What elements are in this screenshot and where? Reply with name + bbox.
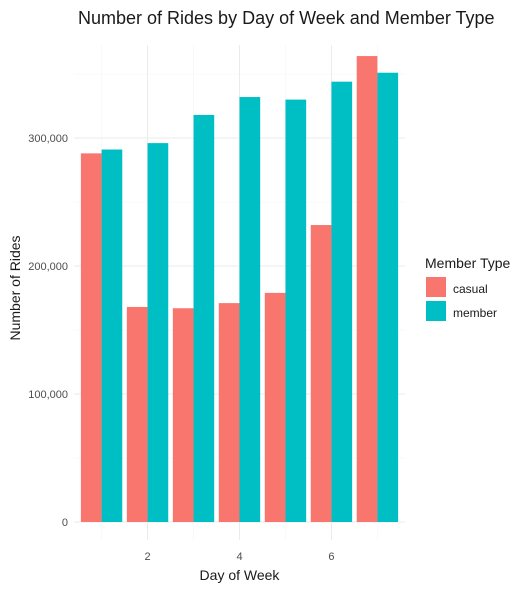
bar-member-day-6	[331, 81, 353, 523]
bar-casual-day-5	[264, 292, 286, 522]
legend-label-member: member	[453, 306, 497, 320]
bar-casual-day-1	[80, 153, 102, 523]
y-axis-title: Number of Rides	[7, 235, 23, 340]
bar-member-day-3	[193, 114, 215, 523]
bar-casual-day-2	[126, 306, 148, 522]
legend-key-casual	[426, 277, 446, 297]
y-tick-label: 0	[62, 517, 68, 529]
plot-area: 0 100,000 200,000 300,000 2 4 6	[28, 45, 405, 563]
legend-title: Member Type	[425, 255, 511, 271]
bar-member-day-1	[101, 149, 123, 522]
x-axis-title: Day of Week	[200, 567, 281, 583]
x-tick-label: 2	[144, 551, 150, 563]
legend-key-member	[426, 301, 446, 321]
bar-casual-day-7	[356, 56, 378, 523]
bar-member-day-2	[147, 143, 169, 522]
bar-member-day-7	[377, 72, 399, 522]
bar-casual-day-6	[310, 225, 332, 523]
bar-member-day-4	[239, 97, 261, 522]
bar-casual-day-3	[172, 308, 194, 522]
y-tick-label: 300,000	[28, 133, 68, 145]
x-tick-label: 4	[236, 551, 242, 563]
x-tick-label: 6	[328, 551, 334, 563]
legend-label-casual: casual	[453, 282, 488, 296]
bar-member-day-5	[285, 99, 307, 522]
y-tick-label: 200,000	[28, 261, 68, 273]
chart-title: Number of Rides by Day of Week and Membe…	[78, 8, 495, 28]
y-tick-label: 100,000	[28, 389, 68, 401]
bar-casual-day-4	[218, 303, 240, 522]
legend: Member Type casual member	[425, 255, 511, 321]
